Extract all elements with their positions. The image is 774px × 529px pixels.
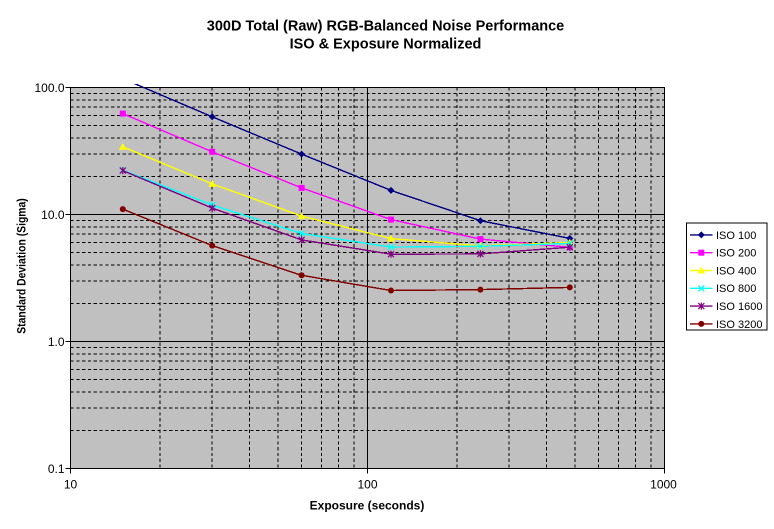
svg-text:100: 100 xyxy=(357,478,377,492)
svg-text:Exposure (seconds): Exposure (seconds) xyxy=(310,499,425,513)
svg-text:1000: 1000 xyxy=(650,478,677,492)
svg-text:1.0: 1.0 xyxy=(48,335,65,349)
svg-text:ISO & Exposure Normalized: ISO & Exposure Normalized xyxy=(290,37,482,53)
svg-text:ISO 3200: ISO 3200 xyxy=(716,319,762,331)
svg-text:ISO 1600: ISO 1600 xyxy=(716,301,762,313)
svg-text:300D Total (Raw) RGB-Balanced: 300D Total (Raw) RGB-Balanced Noise Perf… xyxy=(207,19,565,35)
svg-text:0.1: 0.1 xyxy=(48,462,65,476)
svg-text:10: 10 xyxy=(64,478,78,492)
svg-text:ISO 200: ISO 200 xyxy=(716,248,756,260)
svg-text:ISO 800: ISO 800 xyxy=(716,283,756,295)
svg-text:100.0: 100.0 xyxy=(34,81,64,95)
svg-text:10.0: 10.0 xyxy=(41,208,65,222)
svg-text:ISO 100: ISO 100 xyxy=(716,230,756,242)
svg-text:Standard Deviation (Sigma): Standard Deviation (Sigma) xyxy=(15,198,29,334)
svg-text:ISO 400: ISO 400 xyxy=(716,265,756,277)
